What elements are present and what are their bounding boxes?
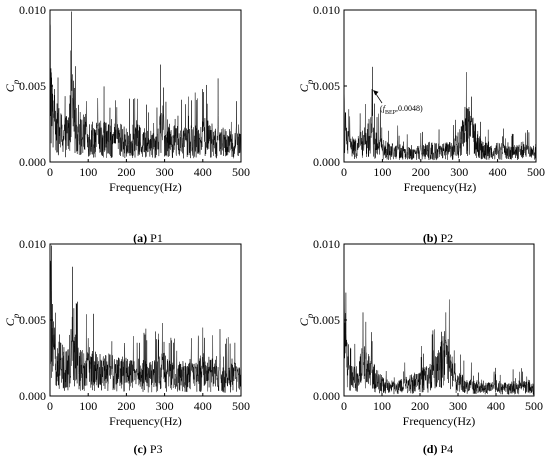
x-tick-label: 500 — [527, 165, 545, 179]
x-tick-label: 400 — [194, 399, 212, 413]
y-tick-label: 0.005 — [313, 79, 340, 93]
y-tick-label: 0.010 — [313, 3, 340, 17]
y-tick-label: 0.010 — [313, 237, 340, 251]
y-axis-label: Cp — [297, 79, 315, 92]
y-tick-label: 0.005 — [19, 79, 46, 93]
y-tick-label: 0.000 — [313, 389, 340, 403]
x-tick-label: 200 — [117, 165, 135, 179]
x-tick-label: 300 — [449, 399, 467, 413]
x-tick-label: 300 — [156, 165, 174, 179]
series-line — [343, 276, 535, 395]
series-line — [49, 245, 242, 393]
x-tick-label: 500 — [232, 399, 250, 413]
panel-caption: (d) P4 — [423, 442, 453, 456]
x-tick-label: 400 — [487, 399, 505, 413]
y-tick-label: 0.010 — [19, 237, 46, 251]
x-tick-label: 300 — [156, 399, 174, 413]
y-tick-label: 0.010 — [19, 3, 46, 17]
annotation-label: (fBEP,0.0048) — [380, 104, 423, 116]
x-tick-label: 0 — [341, 165, 347, 179]
x-tick-label: 300 — [450, 165, 468, 179]
panel-caption: (b) P2 — [423, 231, 453, 245]
x-axis-label: Frequency(Hz) — [109, 180, 182, 194]
x-axis-label: Frequency(Hz) — [109, 414, 182, 428]
y-tick-label: 0.000 — [19, 389, 46, 403]
chart-panel-2: 0 100 200 300 400 500 0.000 0.005 0.010 Frequency… — [297, 3, 545, 245]
y-axis-label: Cp — [297, 313, 315, 326]
annotation-arrowhead — [373, 90, 379, 96]
y-axis-label: Cp — [3, 313, 21, 326]
x-tick-label: 100 — [373, 399, 391, 413]
y-tick-label: 0.000 — [19, 155, 46, 169]
x-tick-label: 100 — [373, 165, 391, 179]
x-axis-label: Frequency(Hz) — [403, 414, 476, 428]
x-tick-label: 100 — [79, 165, 97, 179]
y-axis-label: Cp — [3, 79, 21, 92]
x-tick-label: 400 — [489, 165, 507, 179]
panel-caption: (c) P3 — [133, 442, 162, 456]
y-tick-label: 0.005 — [313, 313, 340, 327]
panel-caption: (a) P1 — [133, 231, 163, 245]
plot-frame — [343, 243, 535, 397]
chart-panel-3: 0 100 200 300 400 500 0.000 0.005 0.010 Frequency… — [3, 237, 250, 456]
x-tick-label: 500 — [525, 399, 543, 413]
x-tick-label: 200 — [117, 399, 135, 413]
x-tick-label: 0 — [47, 399, 53, 413]
x-axis-label: Frequency(Hz) — [404, 180, 477, 194]
chart-panel-1: 0 100 200 300 400 500 0.000 0.005 0.010 Frequency… — [3, 3, 250, 245]
x-tick-label: 200 — [411, 399, 429, 413]
x-tick-label: 400 — [194, 165, 212, 179]
series-line — [49, 11, 242, 159]
y-tick-label: 0.005 — [19, 313, 46, 327]
x-tick-label: 100 — [79, 399, 97, 413]
x-tick-label: 0 — [341, 399, 347, 413]
x-tick-label: 0 — [47, 165, 53, 179]
chart-panel-4: 0 100 200 300 400 500 0.000 0.005 0.010 Frequency… — [297, 237, 543, 456]
y-tick-label: 0.000 — [313, 155, 340, 169]
x-tick-label: 200 — [412, 165, 430, 179]
series-line — [343, 66, 537, 161]
x-tick-label: 500 — [232, 165, 250, 179]
